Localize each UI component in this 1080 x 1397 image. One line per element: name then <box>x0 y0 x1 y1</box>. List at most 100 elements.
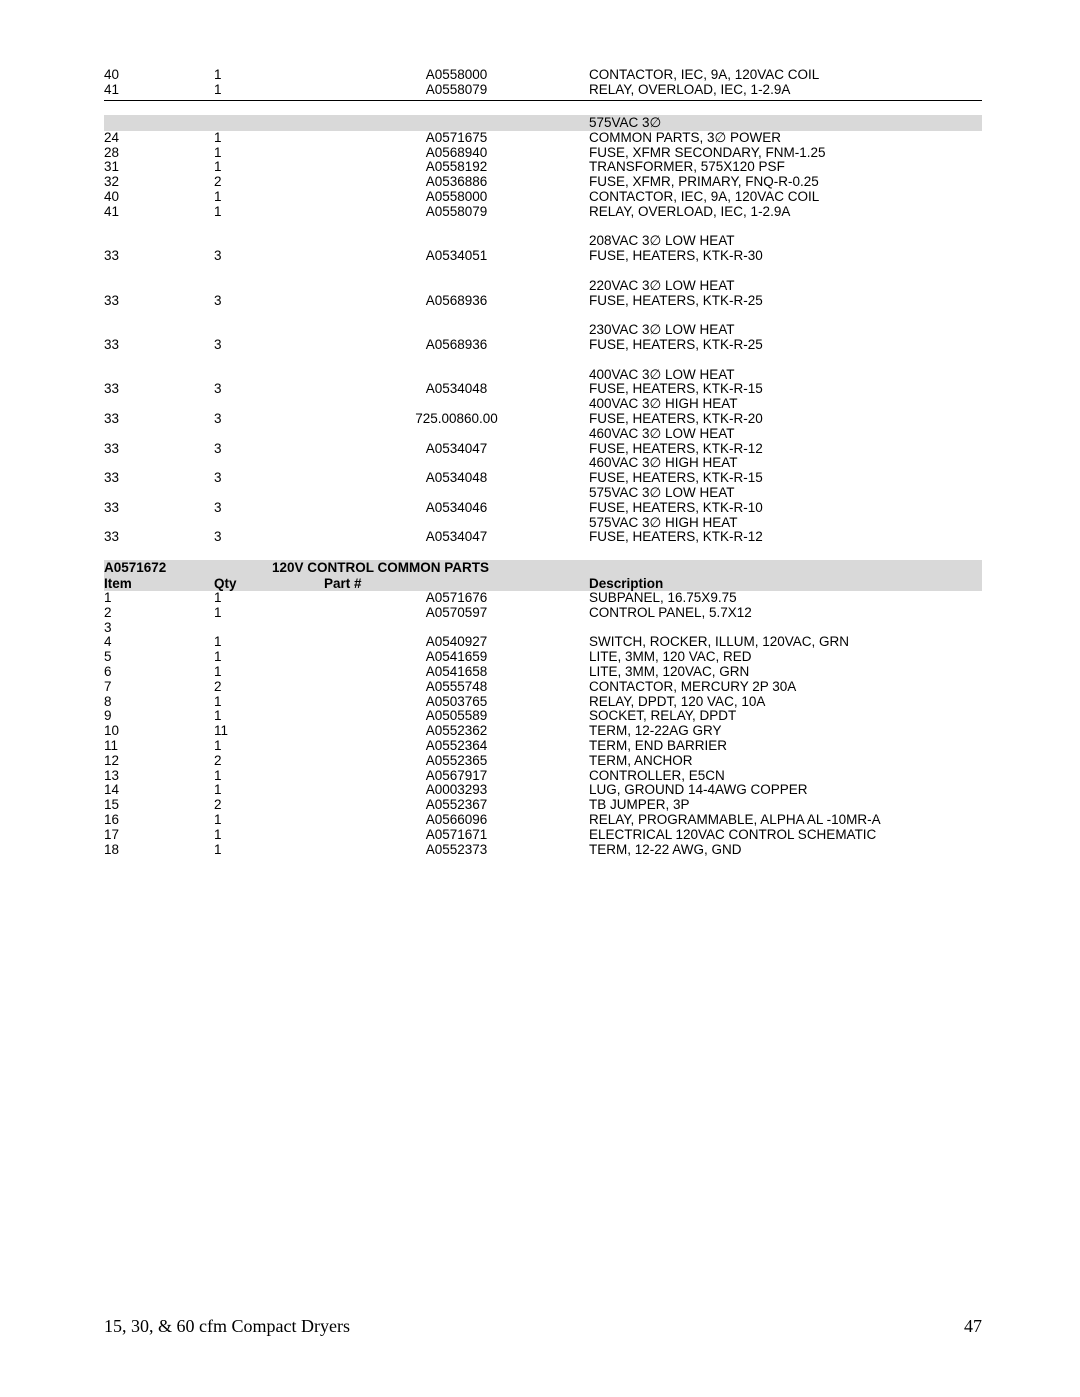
cell-part: A0558192 <box>324 160 589 175</box>
cell-part <box>324 516 589 531</box>
cell-qty: 1 <box>214 650 324 665</box>
table-row: 333725.00860.00FUSE, HEATERS, KTK-R-20 <box>104 412 982 427</box>
col-header-item: Item <box>104 576 214 592</box>
table-row: 333A0534047FUSE, HEATERS, KTK-R-12 <box>104 442 982 457</box>
cell-part <box>324 323 589 338</box>
cell-qty: 2 <box>214 798 324 813</box>
cell-item: 33 <box>104 530 214 545</box>
cell-item: 13 <box>104 769 214 784</box>
cell-part: A0566096 <box>324 813 589 828</box>
table-row: 1011A0552362TERM, 12-22AG GRY <box>104 724 982 739</box>
cell-item: 17 <box>104 828 214 843</box>
table-row: 152A0552367TB JUMPER, 3P <box>104 798 982 813</box>
cell-qty: 2 <box>214 175 324 190</box>
table-row: 333A0534048FUSE, HEATERS, KTK-R-15 <box>104 382 982 397</box>
table-row: 400VAC 3∅ HIGH HEAT <box>104 397 982 412</box>
cell-desc: RELAY, OVERLOAD, IEC, 1-2.9A <box>589 205 982 220</box>
parts-table-3-header: A0571672120V CONTROL COMMON PARTS Item Q… <box>104 560 982 591</box>
table-row: 208VAC 3∅ LOW HEAT <box>104 234 982 249</box>
cell-qty: 3 <box>214 382 324 397</box>
cell-part: A0558000 <box>324 190 589 205</box>
cell-item <box>104 456 214 471</box>
cell-part: A0568940 <box>324 146 589 161</box>
cell-item: 32 <box>104 175 214 190</box>
cell-item <box>104 516 214 531</box>
cell-part <box>324 486 589 501</box>
table-row: 401A0558000CONTACTOR, IEC, 9A, 120VAC CO… <box>104 190 982 205</box>
cell-desc: 220VAC 3∅ LOW HEAT <box>589 279 982 294</box>
cell-part <box>324 279 589 294</box>
cell-qty <box>214 368 324 383</box>
cell-part <box>324 234 589 249</box>
cell-part: A0568936 <box>324 294 589 309</box>
cell-item: 33 <box>104 471 214 486</box>
cell-desc: RELAY, DPDT, 120 VAC, 10A <box>589 695 982 710</box>
cell-part <box>324 397 589 412</box>
cell-part: A0558079 <box>324 83 589 98</box>
cell-part: A0534051 <box>324 249 589 264</box>
cell-qty: 1 <box>214 665 324 680</box>
cell-item: 5 <box>104 650 214 665</box>
cell-qty: 3 <box>214 412 324 427</box>
cell-desc: TERM, END BARRIER <box>589 739 982 754</box>
table-row: 411A0558079RELAY, OVERLOAD, IEC, 1-2.9A <box>104 83 982 98</box>
table-row: 51A0541659LITE, 3MM, 120 VAC, RED <box>104 650 982 665</box>
table-row: 61A0541658LITE, 3MM, 120VAC, GRN <box>104 665 982 680</box>
cell-desc: 208VAC 3∅ LOW HEAT <box>589 234 982 249</box>
cell-part: 725.00860.00 <box>324 412 589 427</box>
cell-item: 6 <box>104 665 214 680</box>
cell-qty <box>214 621 324 636</box>
cell-desc: 400VAC 3∅ HIGH HEAT <box>589 397 982 412</box>
table-row: 41A0540927SWITCH, ROCKER, ILLUM, 120VAC,… <box>104 635 982 650</box>
table-row: 131A0567917CONTROLLER, E5CN <box>104 769 982 784</box>
cell-qty: 3 <box>214 249 324 264</box>
cell-desc: FUSE, HEATERS, KTK-R-12 <box>589 530 982 545</box>
cell-desc: ELECTRICAL 120VAC CONTROL SCHEMATIC <box>589 828 982 843</box>
table-row: 411A0558079RELAY, OVERLOAD, IEC, 1-2.9A <box>104 205 982 220</box>
cell-item: 1 <box>104 591 214 606</box>
cell-desc <box>589 621 982 636</box>
section3-header-title: 120V CONTROL COMMON PARTS <box>272 560 489 575</box>
table-row: 281A0568940FUSE, XFMR SECONDARY, FNM-1.2… <box>104 146 982 161</box>
table-row: 72A0555748CONTACTOR, MERCURY 2P 30A <box>104 680 982 695</box>
cell-part: A0505589 <box>324 709 589 724</box>
cell-part: A0541659 <box>324 650 589 665</box>
cell-desc: TB JUMPER, 3P <box>589 798 982 813</box>
cell-part: A0534047 <box>324 442 589 457</box>
cell-part: A0534047 <box>324 530 589 545</box>
col-header-part: Part # <box>324 576 589 592</box>
table-row: 220VAC 3∅ LOW HEAT <box>104 279 982 294</box>
cell-desc: 230VAC 3∅ LOW HEAT <box>589 323 982 338</box>
cell-item: 33 <box>104 442 214 457</box>
cell-item: 31 <box>104 160 214 175</box>
cell-desc: FUSE, HEATERS, KTK-R-30 <box>589 249 982 264</box>
cell-item <box>104 368 214 383</box>
cell-item <box>104 486 214 501</box>
cell-qty <box>214 427 324 442</box>
cell-desc: FUSE, HEATERS, KTK-R-15 <box>589 382 982 397</box>
cell-qty: 1 <box>214 739 324 754</box>
cell-part: A0503765 <box>324 695 589 710</box>
col-header-desc: Description <box>589 576 982 592</box>
cell-desc: FUSE, HEATERS, KTK-R-25 <box>589 294 982 309</box>
cell-item: 9 <box>104 709 214 724</box>
cell-part: A0534048 <box>324 471 589 486</box>
cell-qty: 1 <box>214 146 324 161</box>
cell-desc: SWITCH, ROCKER, ILLUM, 120VAC, GRN <box>589 635 982 650</box>
cell-qty: 3 <box>214 530 324 545</box>
cell-qty: 1 <box>214 591 324 606</box>
table-row: 333A0534051FUSE, HEATERS, KTK-R-30 <box>104 249 982 264</box>
cell-part: A0567917 <box>324 769 589 784</box>
cell-qty: 1 <box>214 131 324 146</box>
cell-qty: 1 <box>214 709 324 724</box>
table-row: 141A0003293LUG, GROUND 14-4AWG COPPER <box>104 783 982 798</box>
cell-item: 24 <box>104 131 214 146</box>
cell-desc: TERM, 12-22 AWG, GND <box>589 843 982 858</box>
cell-desc: COMMON PARTS, 3∅ POWER <box>589 131 982 146</box>
cell-qty: 1 <box>214 769 324 784</box>
cell-desc: CONTROL PANEL, 5.7X12 <box>589 606 982 621</box>
cell-qty <box>214 323 324 338</box>
cell-qty: 1 <box>214 813 324 828</box>
footer-text: 15, 30, & 60 cfm Compact Dryers <box>104 1316 350 1336</box>
cell-qty <box>214 279 324 294</box>
